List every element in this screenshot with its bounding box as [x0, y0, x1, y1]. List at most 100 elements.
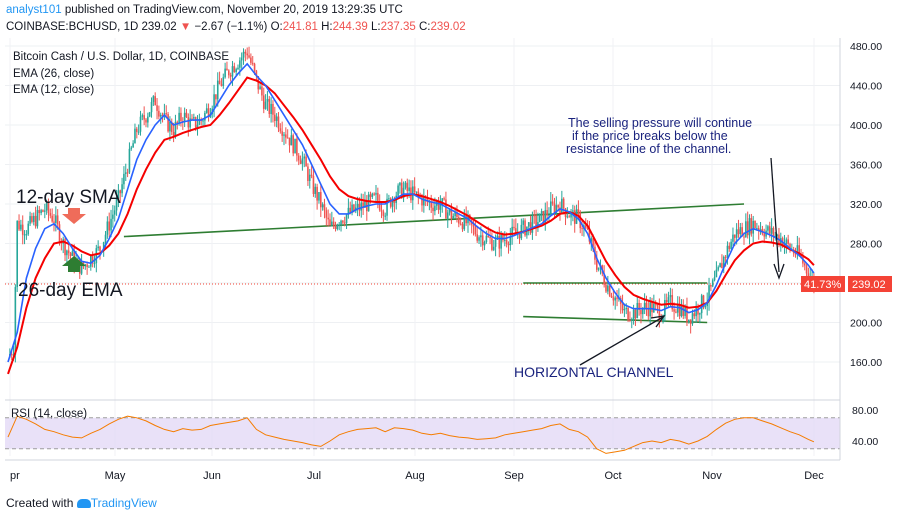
candle-body	[342, 220, 344, 223]
candle-body	[389, 198, 392, 207]
candle-body	[452, 216, 455, 219]
candle-body	[406, 182, 409, 191]
candle-body	[439, 204, 442, 210]
candle-body	[483, 242, 486, 246]
candle-body	[69, 253, 72, 256]
candle-body	[161, 114, 164, 117]
candle-body	[478, 237, 480, 241]
candle-body	[332, 221, 335, 226]
candle-body	[275, 116, 278, 121]
candle-body	[752, 220, 754, 234]
candle-body	[743, 236, 745, 238]
annotation-horizontal-channel: HORIZONTAL CHANNEL	[514, 364, 674, 380]
candle-body	[557, 205, 559, 208]
candle-body	[498, 235, 501, 249]
price-tick: 400.00	[850, 120, 882, 132]
candle-body	[71, 251, 74, 256]
price-tick: 320.00	[850, 199, 882, 211]
trendline-resistance	[123, 203, 745, 238]
candle-body	[141, 115, 144, 117]
candle-body	[156, 105, 158, 111]
candle-body	[312, 175, 315, 194]
candle-body	[562, 198, 565, 209]
annotation-selling-2: if the price breaks below the	[572, 129, 728, 143]
candle-body	[636, 302, 639, 319]
candle-body	[220, 84, 223, 86]
candle-body	[434, 205, 436, 212]
candle-body	[16, 220, 18, 288]
candle-body	[180, 112, 182, 122]
candle-body	[117, 190, 120, 199]
candle-body	[99, 246, 101, 251]
legend-title: Bitcoin Cash / U.S. Dollar, 1D, COINBASE	[13, 51, 229, 63]
candle-body	[42, 210, 44, 212]
candle-body	[785, 239, 788, 244]
candle-body	[56, 215, 59, 225]
candle-body	[86, 264, 88, 268]
candle-body	[445, 199, 447, 219]
candle-body	[472, 224, 475, 227]
down-arrow-icon: ▼	[179, 21, 192, 33]
candle-body	[88, 266, 90, 268]
price-label: 239.02	[852, 279, 886, 291]
channel-arrowhead-icon	[650, 315, 666, 328]
candle-body	[108, 221, 110, 231]
candle-body	[308, 174, 311, 181]
price-tick: 200.00	[850, 318, 882, 330]
candle-body	[169, 122, 171, 132]
candle-body	[537, 222, 539, 227]
candle-body	[167, 114, 169, 132]
candle-body	[400, 182, 403, 198]
candle-body	[645, 302, 648, 309]
candle-body	[787, 239, 789, 244]
candle-body	[362, 202, 364, 208]
channel-arrow-line	[579, 316, 664, 366]
annotation-sma12: 12-day SMA	[16, 187, 121, 208]
candle-body	[515, 228, 517, 233]
ema12-line	[7, 62, 815, 363]
candle-body	[494, 239, 497, 247]
time-tick: pr	[10, 470, 20, 482]
candle-body	[152, 96, 155, 102]
candle-body	[18, 220, 20, 230]
buy-arrow-icon	[62, 256, 86, 272]
time-tick: Aug	[405, 470, 425, 482]
candle-body	[246, 53, 248, 56]
candle-body	[680, 304, 683, 317]
candle-body	[518, 232, 521, 239]
open-label: O:	[270, 21, 283, 33]
candle-body	[693, 313, 696, 317]
candle-body	[261, 86, 263, 96]
candle-body	[285, 134, 287, 138]
candle-body	[31, 216, 33, 222]
candle-body	[44, 210, 46, 212]
candle-body	[130, 147, 133, 149]
candle-body	[207, 108, 210, 118]
candle-body	[250, 57, 252, 63]
candle-body	[119, 190, 122, 194]
candle-body	[240, 57, 243, 61]
candle-body	[570, 211, 572, 218]
publish-text: published on TradingView.com, November 2…	[64, 4, 403, 16]
candle-body	[704, 306, 707, 308]
author-link[interactable]: analyst101	[6, 4, 62, 16]
candle-body	[290, 135, 293, 146]
candle-body	[281, 131, 283, 136]
candle-body	[399, 182, 401, 186]
candle-body	[550, 201, 552, 216]
candle-body	[559, 207, 561, 213]
candle-body	[187, 117, 190, 128]
candle-body	[774, 235, 777, 238]
candle-body	[112, 214, 114, 219]
candle-body	[145, 119, 147, 123]
candle-body	[384, 215, 386, 217]
candle-body	[757, 227, 760, 231]
candle-body	[397, 185, 399, 196]
time-tick: Oct	[604, 470, 621, 482]
candle-body	[509, 235, 512, 246]
candle-body	[653, 303, 655, 313]
candle-body	[533, 215, 536, 217]
candle-body	[717, 267, 720, 270]
tradingview-brand[interactable]: TradingView	[90, 496, 157, 510]
